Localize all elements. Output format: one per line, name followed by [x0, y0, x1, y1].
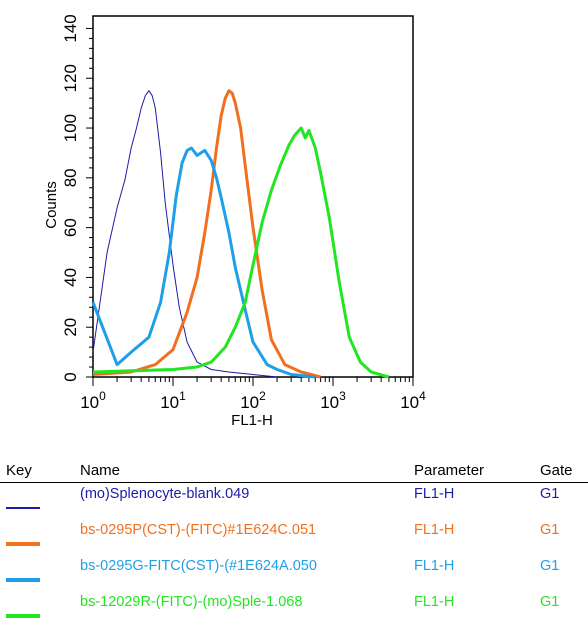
x-tick-label: 101 [160, 389, 186, 412]
y-tick-label: 100 [61, 114, 80, 142]
y-tick-label: 20 [61, 318, 80, 337]
x-tick-label: 103 [320, 389, 346, 412]
legend-name: bs-0295G-FITC(CST)-(#1E624A.050 [80, 558, 317, 574]
legend-swatch [6, 507, 40, 509]
legend-parameter: FL1-H [414, 486, 455, 502]
x-tick-label: 102 [240, 389, 266, 412]
gate-header: Gate [540, 462, 573, 479]
series-line [92, 89, 321, 379]
series-line [91, 146, 316, 379]
name-header: Name [80, 462, 121, 479]
legend-header-row: Key Name Parameter Gate [0, 458, 588, 483]
legend-parameter: FL1-H [414, 522, 455, 538]
legend-gate: G1 [540, 558, 560, 574]
legend-row: (mo)Splenocyte-blank.049 FL1-H G1 [0, 486, 588, 522]
legend-name: bs-12029R-(FITC)-(mo)Sple-1.068 [80, 594, 303, 610]
y-tick-label: 120 [61, 64, 80, 92]
parameter-header: Parameter [414, 462, 485, 479]
legend-swatch [6, 578, 40, 582]
series-line [92, 126, 390, 379]
y-axis-label: Counts [43, 181, 60, 229]
y-tick-label: 80 [61, 168, 80, 187]
y-tick-label: 40 [61, 268, 80, 287]
legend-name: bs-0295P(CST)-(FITC)#1E624C.051 [80, 522, 317, 538]
legend-parameter: FL1-H [414, 594, 455, 610]
legend-row: bs-12029R-(FITC)-(mo)Sple-1.068 FL1-H G1 [0, 594, 588, 630]
legend-gate: G1 [540, 522, 560, 538]
legend-parameter: FL1-H [414, 558, 455, 574]
x-tick-label: 100 [80, 389, 106, 412]
plot-area: 100 101 102 103 104 0 20 40 60 80 100 120 140 [61, 14, 426, 412]
x-axis-label: FL1-H [231, 412, 273, 429]
y-tick-label: 0 [61, 372, 80, 381]
legend-gate: G1 [540, 486, 560, 502]
x-tick-label: 104 [400, 389, 426, 412]
key-header: Key [6, 462, 32, 479]
legend-swatch [6, 542, 40, 546]
legend-row: bs-0295P(CST)-(FITC)#1E624C.051 FL1-H G1 [0, 522, 588, 558]
series-line [92, 90, 278, 378]
legend-name: (mo)Splenocyte-blank.049 [80, 486, 250, 502]
legend-row: bs-0295G-FITC(CST)-(#1E624A.050 FL1-H G1 [0, 558, 588, 594]
y-tick-label: 60 [61, 218, 80, 237]
legend-swatch [6, 614, 40, 618]
y-tick-label: 140 [61, 14, 80, 42]
legend-gate: G1 [540, 594, 560, 610]
plot-frame [92, 15, 414, 378]
